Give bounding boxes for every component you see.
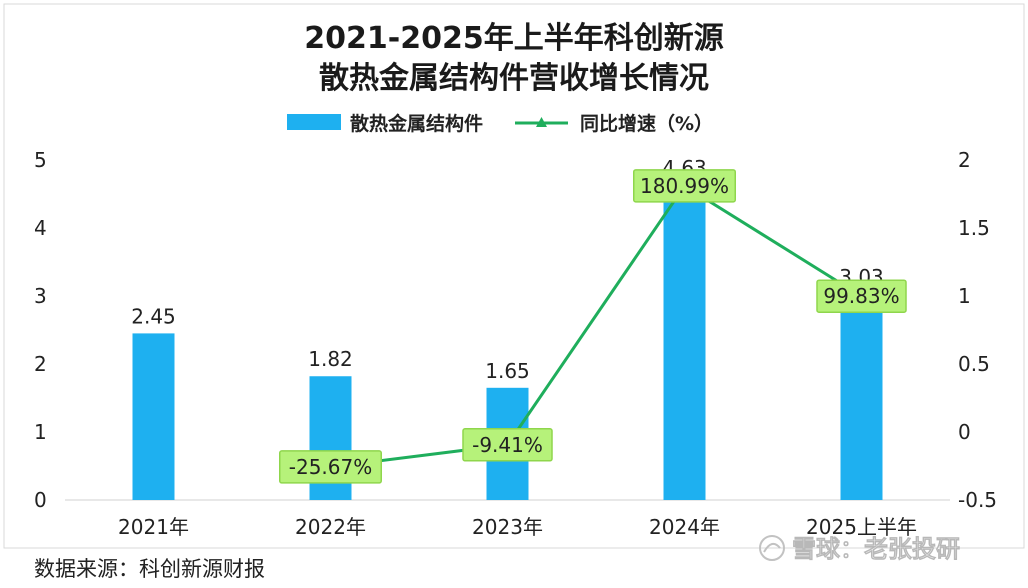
x-tick-label: 2023年	[472, 515, 543, 539]
legend-line-marker	[536, 117, 547, 127]
y-right-tick-label: 2	[958, 148, 971, 172]
bar-value-label: 2.45	[131, 304, 176, 328]
y-right-tick-label: 1.5	[958, 216, 990, 240]
chart-title-line1: 2021-2025年上半年科创新源	[304, 21, 723, 56]
y-left-tick-label: 3	[34, 284, 47, 308]
y-right-tick-label: 1	[958, 284, 971, 308]
growth-rate-line	[330, 183, 863, 469]
legend-bar-swatch	[287, 114, 341, 130]
legend: 散热金属结构件 同比增速（%）	[287, 112, 713, 135]
y-left-tick-label: 4	[34, 216, 47, 240]
y-left-tick-label: 2	[34, 352, 47, 376]
y-right-tick-label: -0.5	[958, 488, 997, 512]
y-left-tick-label: 1	[34, 420, 47, 444]
growth-rate-label-box	[633, 169, 736, 203]
y-right-tick-label: 0.5	[958, 352, 990, 376]
bar-value-label: 1.82	[308, 347, 353, 371]
y-left-tick-label: 5	[34, 148, 47, 172]
growth-rate-label: 99.83%	[823, 284, 899, 308]
growth-rate-label-box	[279, 450, 382, 484]
bar	[663, 185, 706, 500]
x-tick-label: 2022年	[295, 515, 366, 539]
growth-rate-label: -9.41%	[472, 433, 543, 457]
watermark-text: 雪球：老张投研	[792, 535, 960, 563]
growth-rate-label: 180.99%	[640, 174, 729, 198]
y-left-tick-label: 0	[34, 488, 47, 512]
bar-value-label: 1.65	[485, 359, 530, 383]
bar	[840, 293, 883, 500]
snowball-logo-icon	[759, 535, 785, 561]
growth-rate-label-box	[816, 279, 907, 313]
watermark: 雪球：老张投研	[759, 535, 960, 563]
data-source-note: 数据来源：科创新源财报	[34, 557, 265, 581]
bar	[132, 333, 175, 500]
x-tick-label: 2024年	[649, 515, 720, 539]
growth-rate-label: -25.67%	[289, 455, 372, 479]
legend-line-label: 同比增速（%）	[580, 112, 713, 135]
plot-area: 0 1 2 3 4 5 -0.5 0 0.5 1 1.5 2 2021年 2022年 2023年 2024年 2…	[34, 148, 997, 539]
growth-rate-label-box	[462, 428, 553, 462]
x-tick-label: 2025上半年	[806, 515, 917, 539]
y-right-tick-label: 0	[958, 420, 971, 444]
legend-bar-label: 散热金属结构件	[350, 112, 483, 135]
chart-title-line2: 散热金属结构件营收增长情况	[319, 61, 709, 96]
x-tick-label: 2021年	[118, 515, 189, 539]
